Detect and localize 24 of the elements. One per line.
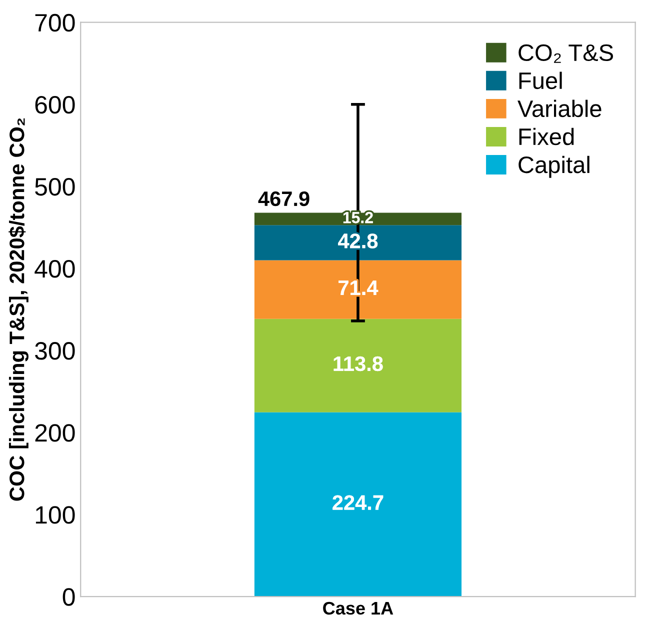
- legend-label: Variable: [518, 100, 602, 118]
- data-label: 42.8: [338, 234, 378, 248]
- legend-label: Fuel: [519, 72, 562, 90]
- y-tick-label: 500: [35, 178, 75, 196]
- legend-label: CO₂ T&S: [518, 44, 613, 63]
- y-tick-label: 200: [35, 424, 75, 442]
- y-axis-title: COC [including T&S], 2020$/tonne CO₂: [8, 118, 28, 501]
- x-tick-label: Case 1A: [323, 602, 394, 615]
- bar: [254, 260, 462, 319]
- bar: [254, 412, 462, 597]
- data-label: 224.7: [332, 495, 384, 510]
- data-label: 15.2: [343, 212, 373, 224]
- y-tick-label: 400: [34, 260, 75, 278]
- y-tick-label: 0: [62, 588, 75, 606]
- y-tick-label: 300: [35, 342, 75, 360]
- y-tick-label: 600: [35, 96, 75, 114]
- y-tick-label: 700: [35, 14, 75, 32]
- y-tick-label: 100: [36, 506, 75, 524]
- data-label: 113.8: [334, 356, 383, 372]
- legend-label: Fixed: [519, 128, 574, 146]
- bar: [254, 225, 462, 260]
- legend-label: Capital: [518, 156, 590, 178]
- bar: [254, 318, 462, 412]
- total-label: 467.9: [258, 191, 310, 206]
